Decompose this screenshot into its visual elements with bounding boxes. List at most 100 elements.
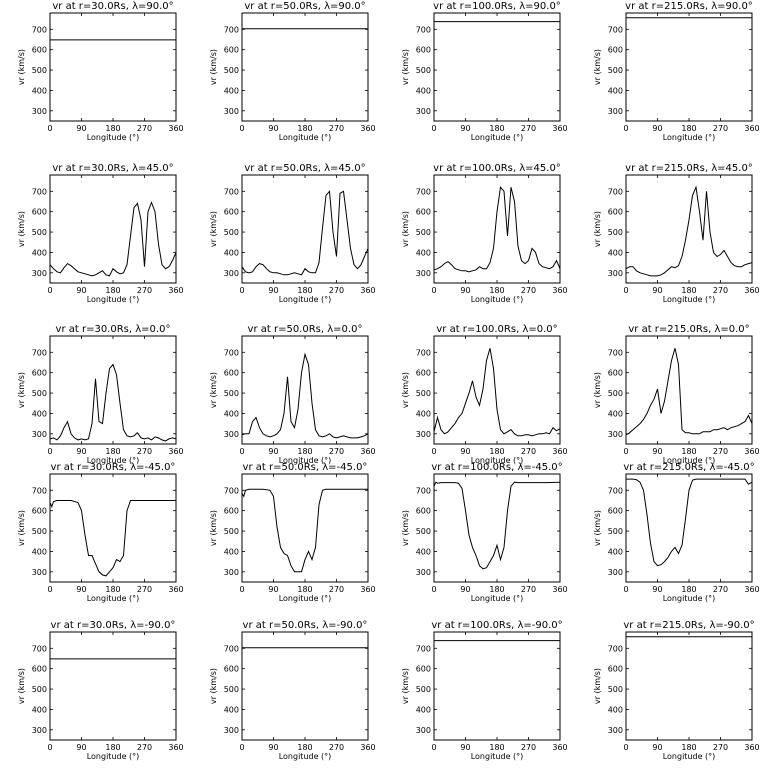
x-tick-label: 270	[521, 447, 536, 456]
y-tick-label: 500	[224, 66, 239, 75]
panel: vr at r=100.0Rs, λ=0.0° 0 90 180 270 360 300 40…	[401, 324, 568, 465]
plot-frame	[49, 12, 177, 122]
y-tick-label: 700	[608, 348, 623, 357]
x-tick-label: 90	[652, 447, 662, 456]
x-tick-label: 180	[297, 585, 312, 594]
plot-frame	[625, 174, 753, 284]
x-tick-label: 90	[268, 447, 278, 456]
y-tick-label: 300	[608, 269, 623, 278]
y-tick-label: 300	[32, 568, 47, 577]
panel-title: vr at r=50.0Rs, λ=-90.0°	[243, 620, 368, 631]
plot-frame	[241, 335, 369, 445]
y-axis-label: vr (km/s)	[593, 211, 602, 247]
x-tick-label: 180	[489, 743, 504, 752]
y-tick-label: 700	[416, 486, 431, 495]
x-tick-label: 270	[137, 447, 152, 456]
y-axis-label: vr (km/s)	[593, 49, 602, 85]
y-tick-label: 500	[416, 66, 431, 75]
y-axis-label: vr (km/s)	[17, 372, 26, 408]
panel-title: vr at r=30.0Rs, λ=-45.0°	[51, 462, 176, 473]
y-tick-label: 300	[416, 269, 431, 278]
y-tick-label: 400	[32, 547, 47, 556]
y-tick-label: 600	[224, 208, 239, 217]
x-tick-label: 360	[552, 743, 567, 752]
panel: vr at r=100.0Rs, λ=-45.0° 0 90 180 270 360 300…	[401, 462, 568, 603]
panel-title: vr at r=50.0Rs, λ=0.0°	[248, 324, 363, 335]
y-tick-label: 700	[32, 348, 47, 357]
panel-title: vr at r=100.0Rs, λ=90.0°	[433, 1, 561, 12]
y-axis-label: vr (km/s)	[401, 510, 410, 546]
panel: vr at r=30.0Rs, λ=45.0° 0 90 180 270 360 300 40…	[17, 163, 184, 304]
series-line	[241, 488, 368, 573]
y-tick-label: 500	[224, 228, 239, 237]
y-tick-label: 300	[224, 568, 239, 577]
x-tick-label: 0	[47, 124, 52, 133]
x-tick-label: 270	[713, 447, 728, 456]
y-tick-label: 700	[32, 644, 47, 653]
y-tick-label: 600	[416, 46, 431, 55]
plot-frame	[625, 335, 753, 445]
x-tick-label: 180	[489, 447, 504, 456]
y-tick-label: 300	[416, 568, 431, 577]
x-tick-label: 0	[623, 585, 628, 594]
y-tick-label: 400	[32, 248, 47, 257]
y-tick-label: 700	[32, 486, 47, 495]
y-tick-label: 600	[608, 208, 623, 217]
panel-title: vr at r=215.0Rs, λ=90.0°	[625, 1, 753, 12]
x-tick-label: 90	[652, 124, 662, 133]
plot-frame	[433, 473, 561, 583]
panel: vr at r=50.0Rs, λ=0.0° 0 90 180 270 360 300 400…	[209, 324, 376, 465]
x-tick-label: 180	[297, 447, 312, 456]
x-tick-label: 180	[681, 124, 696, 133]
y-tick-label: 600	[416, 369, 431, 378]
y-axis-label: vr (km/s)	[401, 49, 410, 85]
plot-frame	[433, 12, 561, 122]
x-tick-label: 90	[460, 447, 470, 456]
y-tick-label: 400	[224, 86, 239, 95]
x-tick-label: 0	[239, 447, 244, 456]
x-axis-label: Longitude (°)	[471, 295, 524, 304]
plot-frame	[49, 631, 177, 741]
panel: vr at r=30.0Rs, λ=90.0° 0 90 180 270 360 300 40…	[17, 1, 184, 142]
y-tick-label: 600	[224, 46, 239, 55]
panel-title: vr at r=215.0Rs, λ=-90.0°	[623, 620, 754, 631]
y-tick-label: 300	[608, 568, 623, 577]
x-tick-label: 180	[105, 743, 120, 752]
y-tick-label: 500	[32, 389, 47, 398]
x-tick-label: 360	[360, 743, 375, 752]
x-tick-label: 270	[329, 124, 344, 133]
x-tick-label: 0	[239, 585, 244, 594]
series-line	[433, 186, 561, 273]
y-tick-label: 500	[32, 685, 47, 694]
y-tick-label: 600	[32, 665, 47, 674]
x-tick-label: 270	[713, 585, 728, 594]
y-tick-label: 600	[224, 665, 239, 674]
y-tick-label: 400	[32, 705, 47, 714]
series-line	[626, 478, 753, 567]
x-tick-label: 90	[268, 585, 278, 594]
panel-title: vr at r=30.0Rs, λ=45.0°	[52, 163, 173, 174]
y-axis-label: vr (km/s)	[17, 510, 26, 546]
y-axis-label: vr (km/s)	[17, 668, 26, 704]
y-tick-label: 700	[224, 187, 239, 196]
panel: vr at r=100.0Rs, λ=45.0° 0 90 180 270 360 300 4…	[401, 163, 568, 304]
panel-title: vr at r=100.0Rs, λ=0.0°	[436, 324, 557, 335]
x-tick-label: 180	[489, 585, 504, 594]
y-tick-label: 600	[224, 507, 239, 516]
x-tick-label: 270	[329, 286, 344, 295]
panel: vr at r=50.0Rs, λ=-45.0° 0 90 180 270 360 300 4…	[209, 462, 376, 603]
x-tick-label: 0	[47, 286, 52, 295]
panel: vr at r=215.0Rs, λ=0.0° 0 90 180 270 360 300 40…	[593, 324, 760, 465]
x-tick-label: 90	[76, 447, 86, 456]
x-tick-label: 0	[239, 286, 244, 295]
x-axis-label: Longitude (°)	[471, 594, 524, 603]
panel: vr at r=100.0Rs, λ=-90.0° 0 90 180 270 360 300…	[401, 620, 568, 761]
x-tick-label: 270	[137, 286, 152, 295]
x-axis-label: Longitude (°)	[87, 295, 140, 304]
x-tick-label: 270	[137, 743, 152, 752]
y-tick-label: 400	[608, 547, 623, 556]
x-tick-label: 270	[713, 286, 728, 295]
x-axis-label: Longitude (°)	[279, 295, 332, 304]
y-tick-label: 500	[224, 527, 239, 536]
panel-title: vr at r=100.0Rs, λ=-90.0°	[431, 620, 562, 631]
